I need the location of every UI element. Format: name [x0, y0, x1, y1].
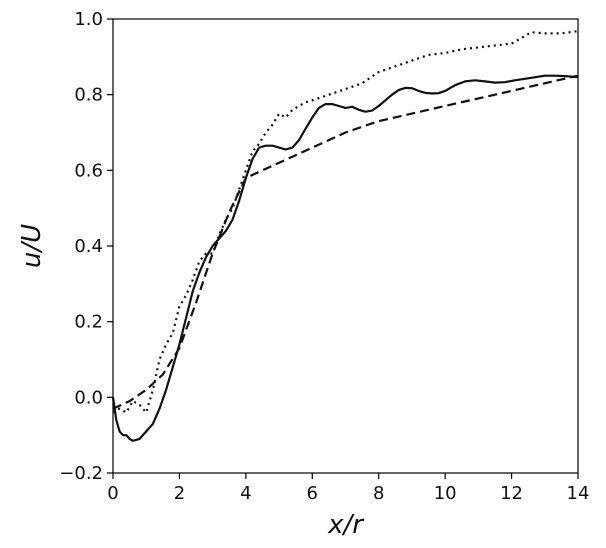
- series-layer: [111, 30, 579, 442]
- x-tick-label: 6: [307, 483, 318, 504]
- x-tick-label: 10: [434, 483, 457, 504]
- x-tick-label: 8: [373, 483, 384, 504]
- x-axis-label: x/r: [327, 510, 365, 540]
- x-tick-label: 14: [567, 483, 590, 504]
- y-tick-label: 0.8: [74, 85, 103, 106]
- y-axis-label: u/U: [17, 224, 47, 268]
- y-tick-label: −0.2: [59, 463, 103, 484]
- y-tick-label: 0.0: [74, 387, 103, 408]
- y-tick-label: 0.4: [74, 236, 103, 257]
- x-tick-label: 12: [500, 483, 523, 504]
- y-tick-label: 0.2: [74, 312, 103, 333]
- x-tick-label: 0: [107, 483, 118, 504]
- y-tick-label: 1.0: [74, 9, 103, 30]
- plot-frame: [112, 18, 579, 474]
- series-line-dotted: [112, 30, 579, 414]
- y-tick-label: 0.6: [74, 160, 103, 181]
- x-tick-label: 4: [240, 483, 251, 504]
- x-tick-label: 2: [174, 483, 185, 504]
- series-line-solid: [111, 74, 578, 442]
- series-line-dashed: [112, 74, 579, 410]
- tick-layer: 0 2 4 6 8 10 12 14 −0.2 0.0 0.2 0.4 0.6 0.8 1.0: [59, 9, 589, 504]
